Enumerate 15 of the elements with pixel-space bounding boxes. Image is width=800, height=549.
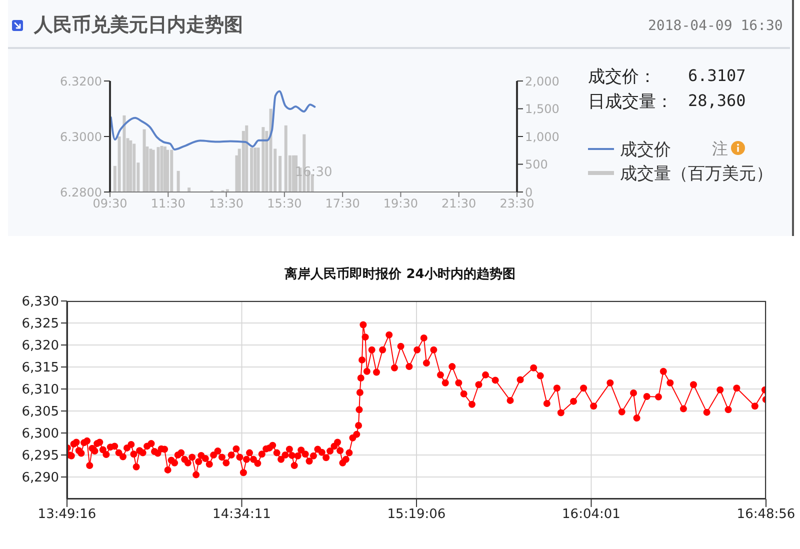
x-tick-label: 16:48:56 <box>736 507 796 522</box>
y-tick-label: 6,330 <box>22 294 59 310</box>
x-tick-label: 16:04:01 <box>562 507 620 522</box>
x-tick-label: 14:34:11 <box>212 507 271 522</box>
y-tick-label: 6,300 <box>22 426 59 442</box>
y-tick-label: 6,315 <box>22 360 59 376</box>
x-tick-label: 15:19:06 <box>387 507 446 522</box>
y-tick-label: 6,290 <box>22 470 59 486</box>
y-tick-label: 6,320 <box>22 338 59 354</box>
x-tick-label: 13:49:16 <box>38 507 96 522</box>
y-tick-label: 6,305 <box>22 404 59 420</box>
y-tick-label: 6,295 <box>22 448 59 464</box>
y-tick-label: 6,310 <box>22 382 59 398</box>
chart-title: 离岸人民币即时报价 24小时内的趋势图 <box>284 267 516 282</box>
y-tick-label: 6,325 <box>22 316 59 332</box>
